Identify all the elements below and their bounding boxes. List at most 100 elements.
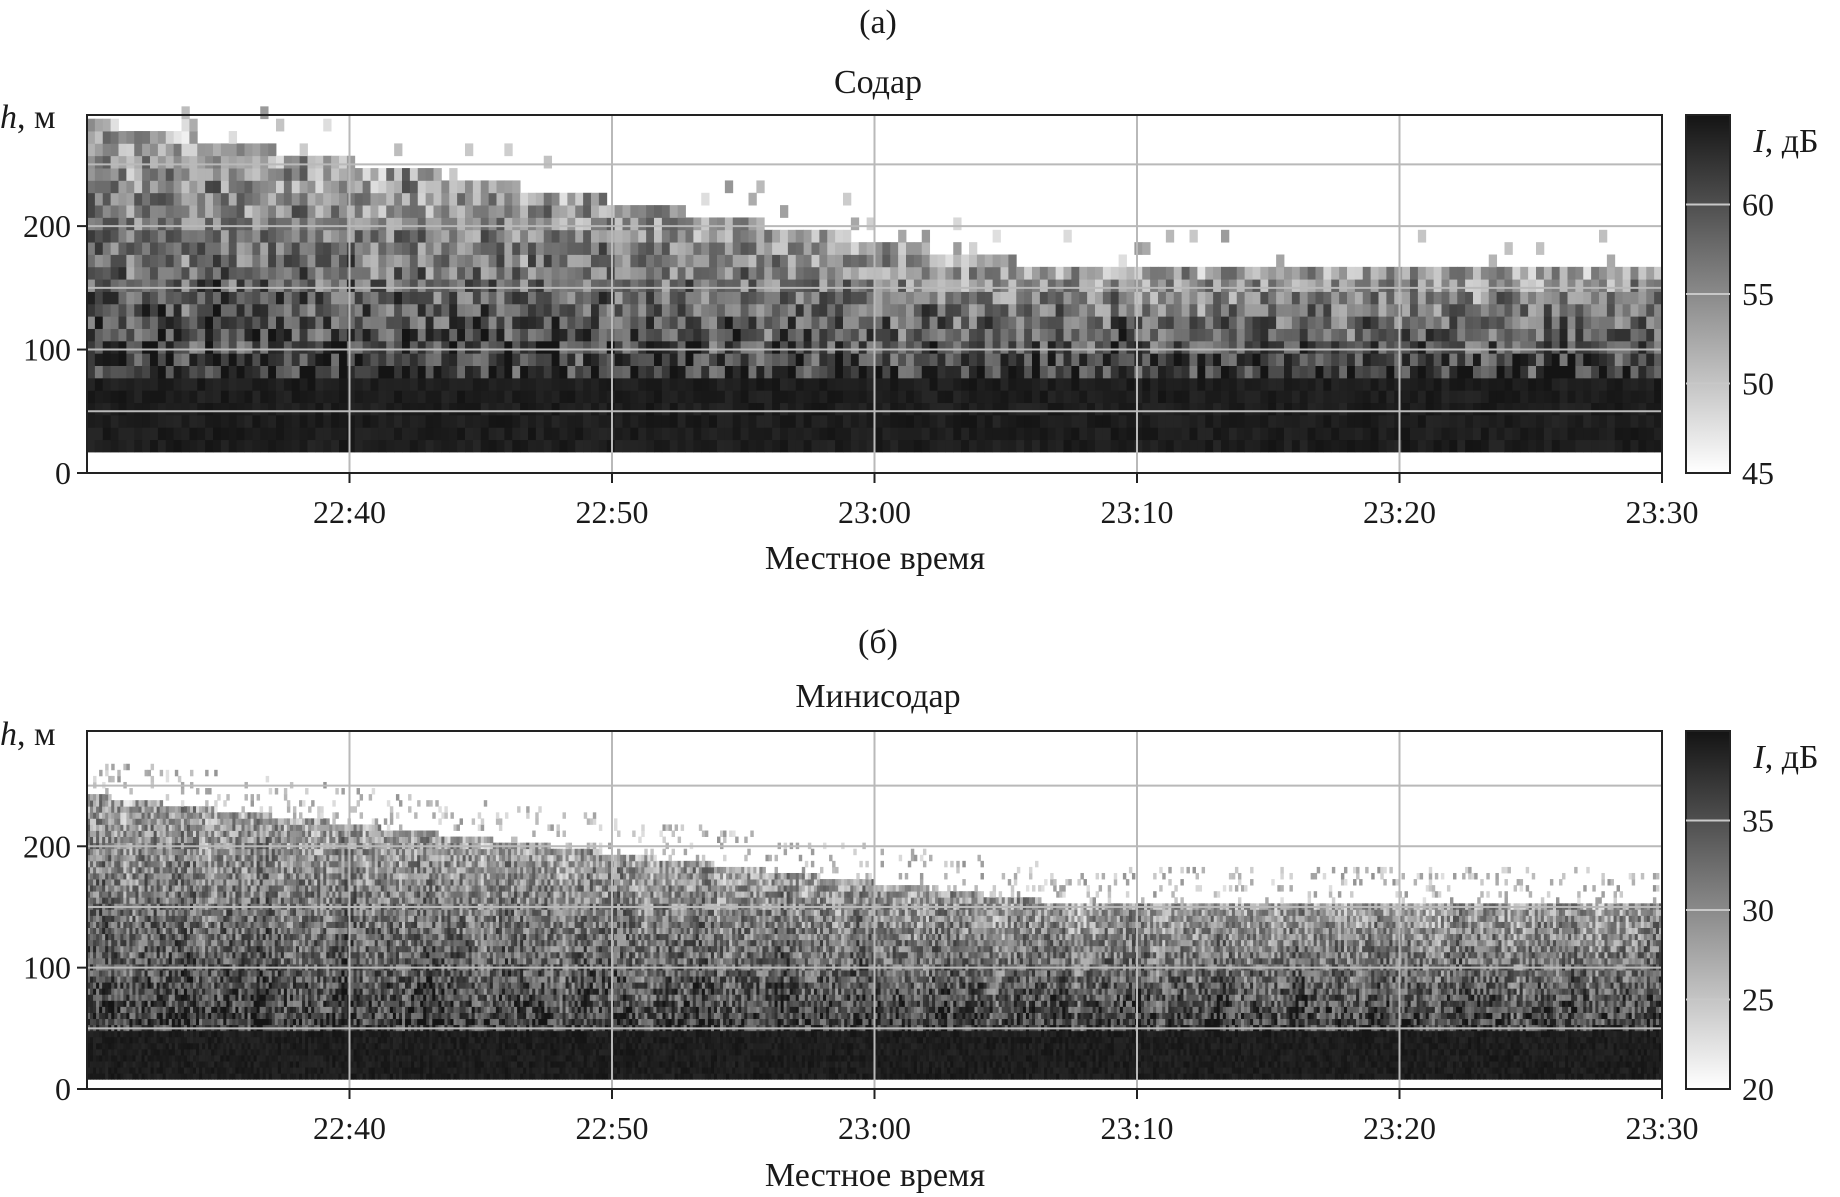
heatmap-cell — [138, 1042, 142, 1050]
heatmap-cell — [228, 390, 238, 404]
heatmap-cell — [1213, 402, 1222, 416]
heatmap-cell — [134, 439, 143, 453]
heatmap-cell — [141, 824, 145, 831]
heatmap-cell — [362, 427, 371, 441]
heatmap-cell — [102, 266, 112, 280]
heatmap-cell — [984, 279, 994, 292]
heatmap-cell — [606, 377, 616, 391]
heatmap-cell — [693, 365, 702, 379]
heatmap-cell — [1102, 316, 1112, 329]
heatmap-cell — [638, 390, 647, 404]
heatmap-cell — [346, 303, 356, 317]
heatmap-cell — [331, 254, 340, 268]
heatmap-cell — [111, 1012, 115, 1020]
heatmap-cell — [260, 427, 269, 441]
heatmap-cell — [528, 377, 537, 391]
heatmap-cell — [543, 365, 553, 379]
heatmap-cell — [433, 414, 442, 428]
heatmap-cell — [123, 872, 127, 880]
heatmap-cell — [1079, 377, 1088, 391]
heatmap-cell — [276, 303, 285, 317]
heatmap-cell — [417, 242, 427, 255]
heatmap-cell — [138, 927, 142, 935]
heatmap-cell — [1102, 328, 1112, 342]
heatmap-cell — [1354, 279, 1364, 292]
heatmap-cell — [937, 279, 946, 292]
heatmap-cell — [433, 291, 442, 305]
heatmap-cell — [1480, 266, 1490, 280]
heatmap-cell — [394, 353, 403, 366]
heatmap-cell — [205, 180, 214, 194]
heatmap-cell — [197, 353, 206, 366]
heatmap-cell — [323, 377, 332, 391]
heatmap-cell — [244, 168, 253, 181]
heatmap-cell — [102, 217, 112, 231]
heatmap-cell — [669, 291, 679, 305]
heatmap-cell — [567, 266, 576, 280]
heatmap-cell — [181, 229, 190, 243]
heatmap-cell — [425, 414, 434, 428]
heatmap-cell — [504, 390, 513, 404]
heatmap-cell — [732, 390, 742, 404]
heatmap-cell — [1520, 291, 1529, 305]
heatmap-cell — [1063, 303, 1072, 317]
heatmap-cell — [141, 951, 145, 959]
heatmap-cell — [220, 365, 230, 379]
heatmap-cell — [772, 303, 781, 317]
heatmap-cell — [108, 824, 112, 831]
heatmap-cell — [123, 988, 127, 995]
heatmap-cell — [276, 291, 285, 305]
heatmap-cell — [105, 982, 109, 989]
heatmap-cell — [709, 229, 718, 243]
heatmap-cell — [1559, 439, 1568, 453]
heatmap-cell — [953, 279, 962, 292]
heatmap-cell — [724, 279, 734, 292]
heatmap-cell — [111, 1061, 115, 1068]
heatmap-cell — [1150, 390, 1159, 404]
heatmap-cell — [120, 897, 124, 904]
heatmap-cell — [583, 316, 592, 329]
heatmap-cell — [551, 266, 560, 280]
heatmap-cell — [181, 303, 190, 317]
heatmap-cell — [1134, 291, 1143, 305]
heatmap-cell — [1165, 316, 1175, 329]
heatmap-cell — [126, 976, 130, 983]
heatmap-cell — [315, 205, 324, 218]
heatmap-cell — [307, 328, 316, 342]
heatmap-cell — [465, 439, 474, 453]
heatmap-cell — [661, 229, 671, 243]
heatmap-cell — [409, 254, 419, 268]
heatmap-cell — [1488, 390, 1498, 404]
heatmap-cell — [1386, 291, 1395, 305]
heatmap-cell — [144, 939, 148, 947]
heatmap-cell — [110, 340, 119, 354]
heatmap-cell — [132, 1030, 136, 1038]
heatmap-cell — [141, 915, 145, 922]
heatmap-cell — [378, 365, 387, 379]
heatmap-cell — [102, 957, 106, 965]
heatmap-cell — [181, 254, 190, 268]
heatmap-cell — [717, 242, 726, 255]
heatmap-cell — [135, 1018, 139, 1026]
heatmap-cell — [701, 402, 710, 416]
heatmap-cell — [1575, 353, 1584, 366]
heatmap-cell — [1197, 340, 1206, 354]
heatmap-cell — [866, 390, 875, 404]
heatmap-cell — [150, 414, 159, 428]
heatmap-cell — [111, 921, 115, 928]
heatmap-cell — [173, 303, 182, 317]
heatmap-cell — [898, 439, 907, 453]
heatmap-cell — [449, 242, 458, 255]
heatmap-cell — [717, 365, 726, 379]
heatmap-cell — [504, 217, 513, 231]
heatmap-cell — [117, 800, 121, 807]
heatmap-cell — [123, 848, 127, 856]
heatmap-cell — [417, 180, 427, 194]
heatmap-cell — [132, 951, 136, 959]
heatmap-cell — [220, 303, 230, 317]
heatmap-cell — [472, 279, 482, 292]
heatmap-cell — [108, 1012, 112, 1020]
heatmap-cell — [1410, 439, 1419, 453]
heatmap-cell — [449, 291, 458, 305]
heatmap-cell — [646, 303, 655, 317]
